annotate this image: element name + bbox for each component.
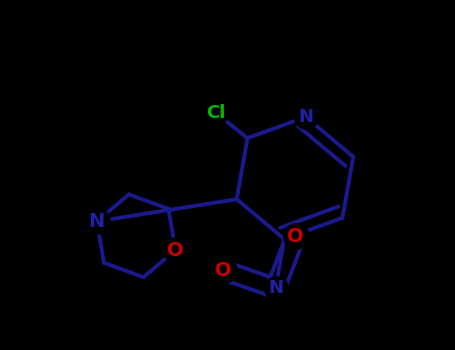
Text: O: O	[287, 227, 304, 246]
Text: N: N	[89, 212, 105, 231]
Text: O: O	[167, 241, 184, 260]
Text: O: O	[215, 261, 232, 280]
Text: N: N	[298, 108, 313, 126]
Text: N: N	[268, 279, 283, 297]
Text: Cl: Cl	[206, 104, 225, 122]
